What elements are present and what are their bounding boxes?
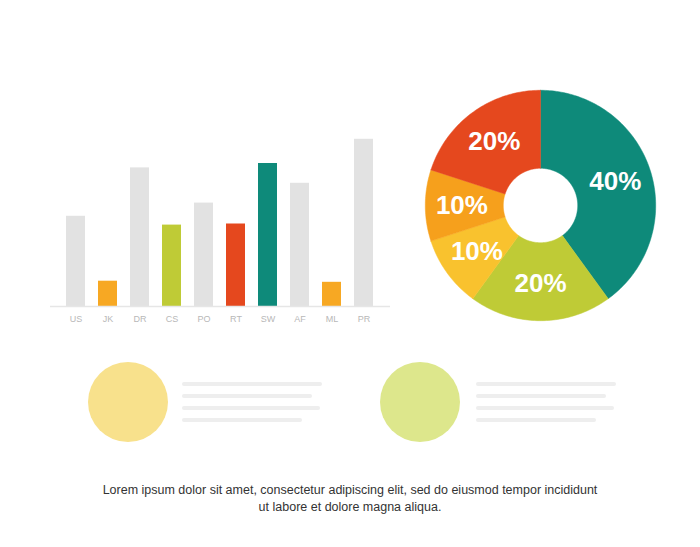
svg-text:PO: PO [197,314,210,324]
svg-text:CS: CS [166,314,179,324]
svg-text:RT: RT [230,314,242,324]
svg-text:SW: SW [261,314,276,324]
svg-text:PR: PR [358,314,371,324]
html-text:Lorem ipsum dolor sit amet, co: Lorem ipsum dolor sit amet, consectetur … [102,483,598,514]
svg-text:ML: ML [326,314,339,324]
svg-text:US: US [70,314,83,324]
svg-text:20%: 20% [468,126,520,156]
svg-text:JK: JK [103,314,114,324]
svg-text:AF: AF [294,314,306,324]
svg-text:10%: 10% [451,236,503,266]
svg-text:10%: 10% [436,190,488,220]
svg-text:40%: 40% [589,166,641,196]
svg-text:DR: DR [134,314,147,324]
svg-text:20%: 20% [514,268,566,298]
